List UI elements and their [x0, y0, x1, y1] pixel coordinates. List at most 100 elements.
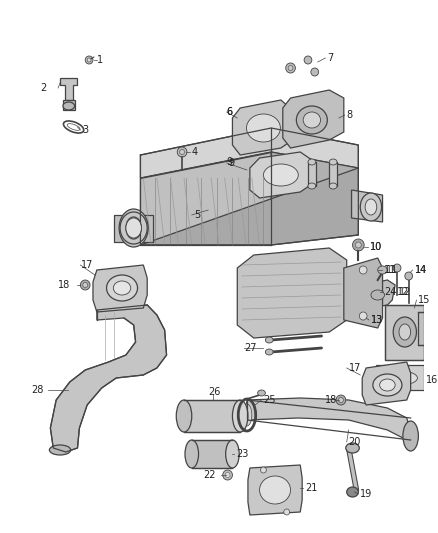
Ellipse shape: [288, 66, 293, 70]
Polygon shape: [308, 162, 316, 186]
Ellipse shape: [225, 472, 230, 478]
Polygon shape: [141, 128, 358, 178]
Text: 2: 2: [41, 83, 47, 93]
Ellipse shape: [63, 102, 74, 110]
Ellipse shape: [87, 58, 91, 62]
Ellipse shape: [119, 209, 148, 247]
Ellipse shape: [339, 398, 343, 402]
Polygon shape: [376, 365, 424, 390]
Text: 10: 10: [370, 242, 382, 252]
Text: 17: 17: [349, 363, 361, 373]
Text: 19: 19: [360, 489, 373, 499]
Ellipse shape: [233, 400, 248, 432]
Ellipse shape: [346, 443, 359, 453]
Text: 1: 1: [97, 55, 103, 65]
Polygon shape: [248, 465, 302, 515]
Ellipse shape: [353, 239, 364, 251]
Polygon shape: [361, 280, 395, 308]
Ellipse shape: [311, 68, 318, 76]
Polygon shape: [329, 162, 337, 186]
Polygon shape: [114, 215, 153, 242]
Polygon shape: [237, 248, 347, 338]
Polygon shape: [362, 362, 411, 405]
Ellipse shape: [403, 421, 418, 451]
Polygon shape: [141, 152, 271, 245]
Text: 7: 7: [327, 53, 334, 63]
Text: 5: 5: [194, 210, 200, 220]
Text: 26: 26: [208, 387, 221, 397]
Text: 23: 23: [237, 449, 249, 459]
Polygon shape: [50, 305, 166, 452]
Polygon shape: [192, 440, 233, 468]
Ellipse shape: [405, 272, 413, 280]
Text: 4: 4: [192, 147, 198, 157]
Text: 27: 27: [244, 343, 257, 353]
Text: 11: 11: [385, 265, 398, 275]
Polygon shape: [344, 258, 382, 328]
Ellipse shape: [297, 106, 327, 134]
Ellipse shape: [362, 267, 378, 273]
Ellipse shape: [336, 395, 346, 405]
Polygon shape: [63, 100, 74, 110]
Text: 9: 9: [226, 157, 233, 167]
Text: 6: 6: [226, 107, 233, 117]
Ellipse shape: [329, 159, 337, 165]
Text: 11: 11: [384, 265, 396, 275]
Ellipse shape: [106, 275, 138, 301]
Ellipse shape: [185, 440, 198, 468]
Polygon shape: [271, 152, 358, 235]
Text: 15: 15: [418, 295, 431, 305]
Ellipse shape: [83, 282, 88, 287]
Ellipse shape: [380, 379, 395, 391]
Text: 18: 18: [58, 280, 71, 290]
Ellipse shape: [85, 56, 93, 64]
Ellipse shape: [308, 159, 316, 165]
Polygon shape: [233, 100, 293, 155]
Ellipse shape: [393, 317, 417, 347]
Ellipse shape: [180, 149, 184, 155]
Ellipse shape: [247, 114, 280, 142]
Ellipse shape: [126, 217, 141, 239]
Text: 20: 20: [349, 437, 361, 447]
Text: 13: 13: [371, 315, 383, 325]
Polygon shape: [418, 312, 434, 345]
Text: 12: 12: [397, 287, 410, 297]
Polygon shape: [244, 398, 411, 440]
Polygon shape: [141, 168, 358, 245]
Text: 8: 8: [347, 110, 353, 120]
Ellipse shape: [261, 467, 266, 473]
Polygon shape: [352, 190, 382, 222]
Ellipse shape: [242, 404, 252, 426]
Polygon shape: [385, 305, 424, 360]
Text: 10: 10: [370, 242, 382, 252]
Text: 13: 13: [371, 315, 383, 325]
Text: 9: 9: [229, 158, 235, 168]
Text: 14: 14: [414, 265, 427, 275]
Text: 24: 24: [385, 287, 397, 297]
Ellipse shape: [355, 242, 361, 248]
Ellipse shape: [399, 324, 411, 340]
Ellipse shape: [303, 112, 321, 128]
Text: 14: 14: [414, 265, 427, 275]
Ellipse shape: [361, 316, 365, 320]
Ellipse shape: [286, 63, 295, 73]
Ellipse shape: [81, 280, 90, 290]
Ellipse shape: [371, 290, 385, 300]
Ellipse shape: [263, 164, 298, 186]
Ellipse shape: [226, 440, 239, 468]
Ellipse shape: [304, 56, 312, 64]
Ellipse shape: [360, 193, 381, 221]
Ellipse shape: [373, 374, 402, 396]
Text: 17: 17: [81, 260, 94, 270]
Text: 3: 3: [82, 125, 88, 135]
Polygon shape: [93, 265, 147, 312]
Polygon shape: [60, 78, 78, 100]
Text: 18: 18: [325, 395, 338, 405]
Ellipse shape: [265, 337, 273, 343]
Ellipse shape: [113, 281, 131, 295]
Ellipse shape: [260, 476, 290, 504]
Ellipse shape: [359, 314, 367, 322]
Ellipse shape: [308, 183, 316, 189]
Polygon shape: [184, 400, 240, 432]
Text: 28: 28: [31, 385, 43, 395]
